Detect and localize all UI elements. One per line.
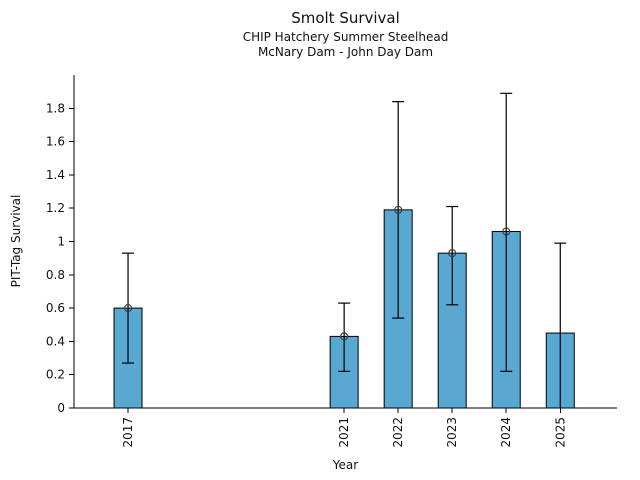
y-tick-label: 0.8 (46, 268, 65, 282)
point-marker-2023 (448, 249, 457, 258)
x-tick-label: 2017 (121, 417, 135, 448)
y-tick-label: 0.4 (46, 334, 65, 348)
x-tick-label: 2023 (445, 417, 459, 448)
x-tick-label: 2024 (499, 417, 513, 448)
x-tick-label: 2025 (553, 417, 567, 448)
point-marker-2024 (502, 227, 511, 236)
point-marker-2021 (340, 332, 349, 341)
y-tick-label: 1.8 (46, 101, 65, 115)
y-tick-label: 1.4 (46, 168, 65, 182)
point-marker-2022 (394, 205, 403, 214)
y-tick-label: 0.2 (46, 368, 65, 382)
x-tick-label: 2022 (391, 417, 405, 448)
y-tick-label: 1.2 (46, 201, 65, 215)
chart-title: Smolt Survival (291, 9, 400, 27)
chart-subtitle-reach: McNary Dam - John Day Dam (257, 45, 434, 59)
x-axis-label: Year (332, 458, 359, 472)
y-tick-label: 1 (57, 235, 65, 249)
y-tick-label: 0 (57, 401, 65, 415)
chart-subtitle-hatchery: CHIP Hatchery Summer Steelhead (242, 30, 449, 44)
x-tick-label: 2021 (337, 417, 351, 448)
point-marker-2017 (123, 304, 133, 313)
y-tick-label: 1.6 (46, 135, 65, 149)
y-tick-label: 0.6 (46, 301, 65, 315)
